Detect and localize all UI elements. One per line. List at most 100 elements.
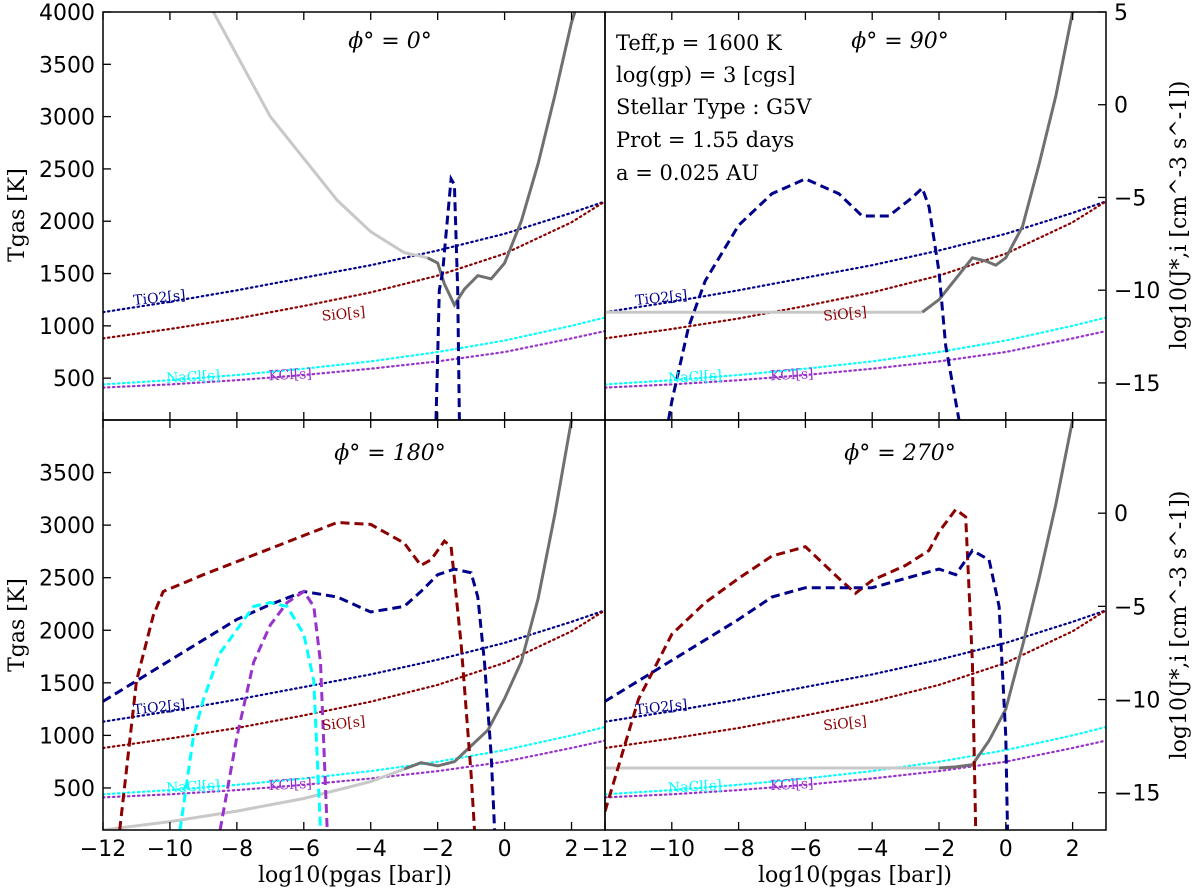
x-tick-label: −2 bbox=[923, 837, 955, 862]
condensation-label-kcl: KCl[s] bbox=[770, 366, 814, 384]
x-tick-label: −10 bbox=[147, 837, 193, 862]
x-tick-label: 2 bbox=[1066, 837, 1080, 862]
y-tick-label-left: 2000 bbox=[39, 619, 95, 644]
plot-area: TiO2[s]SiO[s]NaCl[s] KCl[s]50010001500200… bbox=[39, 1, 1160, 862]
panel-2-series bbox=[103, 420, 605, 830]
info-logg: log(gp) = 3 [cgs] bbox=[616, 63, 795, 87]
condensation-curve-sio bbox=[605, 200, 1106, 340]
tp-profile-dark bbox=[426, 12, 577, 308]
x-tick-label: −8 bbox=[221, 837, 253, 862]
x-tick-label: −12 bbox=[582, 837, 628, 862]
y-tick-label-right: 5 bbox=[1114, 1, 1128, 26]
info-stellar-type: Stellar Type : G5V bbox=[616, 95, 812, 119]
tp-profile-dark bbox=[403, 420, 573, 771]
condensation-curve-nacl bbox=[605, 725, 1106, 796]
panel-1-series bbox=[605, 12, 1106, 420]
y-tick-label-left: 3000 bbox=[39, 514, 95, 539]
y-tick-label-left: 1000 bbox=[39, 315, 95, 340]
y-tick-label-left: 2500 bbox=[39, 567, 95, 592]
y-tick-label-right: −10 bbox=[1114, 689, 1160, 714]
x-tick-label: −8 bbox=[722, 837, 754, 862]
condensation-curve-kcl bbox=[605, 739, 1106, 799]
info-a: a = 0.025 AU bbox=[616, 161, 759, 185]
x-tick-label: 2 bbox=[565, 837, 579, 862]
condensation-curve-tio2 bbox=[103, 200, 605, 314]
y-tick-label-left: 1500 bbox=[39, 672, 95, 697]
nucleation-rate-sio bbox=[118, 520, 476, 830]
condensation-label-sio: SiO[s] bbox=[321, 714, 366, 734]
info-teff: Teff,p = 1600 K bbox=[616, 31, 782, 55]
condensation-curve-tio2 bbox=[103, 609, 605, 723]
ylabel-right-bottom: log10(J*,i [cm^-3 s^-1]) bbox=[1167, 491, 1192, 760]
nucleation-rate-tio2 bbox=[605, 548, 1009, 830]
condensation-label-nacl: NaCl[s] bbox=[668, 778, 723, 797]
y-tick-label-left: 500 bbox=[53, 367, 95, 392]
condensation-label-sio: SiO[s] bbox=[321, 304, 366, 324]
y-tick-label-left: 1000 bbox=[39, 724, 95, 749]
condensation-curve-sio bbox=[103, 609, 605, 750]
condensation-curve-sio bbox=[103, 200, 605, 340]
tp-profile-dark bbox=[921, 12, 1075, 314]
panel-3: TiO2[s] SiO[s] NaCl[s] KCl[s] −12 −10 −8 −6 −4 −2… bbox=[582, 419, 1160, 862]
ylabel-right-top: log10(J*,i [cm^-3 s^-1]) bbox=[1167, 81, 1192, 350]
condensation-label-tio2: TiO2[s] bbox=[635, 697, 689, 718]
condensation-curve-tio2 bbox=[605, 609, 1106, 723]
y-tick-label-right: −5 bbox=[1114, 186, 1146, 211]
panel-0-series bbox=[103, 12, 605, 420]
y-tick-label-right: 0 bbox=[1114, 94, 1128, 119]
condensation-curve-nacl bbox=[605, 316, 1106, 386]
info-prot: Prot = 1.55 days bbox=[616, 128, 794, 152]
x-tick-label: −4 bbox=[355, 837, 387, 862]
nucleation-rate-nacl bbox=[178, 601, 322, 830]
nucleation-rate-sio bbox=[605, 507, 978, 830]
condensation-label-tio2: TiO2[s] bbox=[133, 697, 187, 718]
panel-3-series bbox=[605, 420, 1106, 830]
xlabel-left: log10(pgas [bar]) bbox=[258, 863, 452, 888]
nucleation-rate-tio2 bbox=[103, 567, 497, 830]
condensation-curve-tio2 bbox=[605, 200, 1106, 314]
condensation-curve-kcl bbox=[103, 739, 605, 799]
x-tick-label: −4 bbox=[856, 837, 888, 862]
condensation-curve-sio bbox=[605, 609, 1106, 750]
y-tick-label-left: 3500 bbox=[39, 53, 95, 78]
x-tick-label: −10 bbox=[649, 837, 695, 862]
xlabel-right: log10(pgas [bar]) bbox=[758, 863, 952, 888]
y-tick-label-right: −15 bbox=[1114, 372, 1160, 397]
panel-frame bbox=[604, 419, 1107, 831]
y-tick-label-left: 4000 bbox=[39, 1, 95, 26]
panel-0: TiO2[s] SiO[s] NaCl[s] KCl[s] 500 1000 1500 200… bbox=[39, 1, 606, 421]
y-tick-label-left: 3000 bbox=[39, 106, 95, 131]
condensation-label-nacl: NaCl[s] bbox=[166, 778, 221, 797]
condensation-label-kcl: KCl[s] bbox=[268, 776, 312, 794]
condensation-label-sio: SiO[s] bbox=[823, 304, 868, 324]
y-tick-label-right: −5 bbox=[1114, 595, 1146, 620]
condensation-curve-nacl bbox=[103, 725, 605, 796]
condensation-label-sio: SiO[s] bbox=[823, 714, 868, 734]
condensation-curve-nacl bbox=[103, 316, 605, 386]
panel-1: TiO2[s] SiO[s] NaCl[s] KCl[s] −15 −10 −5 0 5 bbox=[604, 1, 1160, 421]
y-tick-label-left: 3500 bbox=[39, 462, 95, 487]
y-tick-label-left: 500 bbox=[53, 777, 95, 802]
condensation-curve-kcl bbox=[605, 330, 1106, 389]
condensation-label-nacl: NaCl[s] bbox=[668, 368, 723, 387]
panel-title-0: ϕ° = 0° bbox=[348, 29, 431, 54]
condensation-curve-kcl bbox=[103, 330, 605, 389]
panel-title-180: ϕ° = 180° bbox=[334, 441, 445, 466]
y-tick-label-right: −10 bbox=[1114, 279, 1160, 304]
panel-title-90: ϕ° = 90° bbox=[851, 29, 948, 54]
y-tick-label-left: 2000 bbox=[39, 210, 95, 235]
y-tick-label-left: 1500 bbox=[39, 263, 95, 288]
condensation-label-kcl: KCl[s] bbox=[268, 366, 312, 384]
x-tick-label: −12 bbox=[80, 837, 126, 862]
condensation-label-kcl: KCl[s] bbox=[770, 776, 814, 794]
ylabel-left-bottom: Tgas [K] bbox=[5, 578, 30, 672]
x-tick-label: −6 bbox=[789, 837, 821, 862]
tp-profile-light bbox=[103, 767, 405, 830]
condensation-label-tio2: TiO2[s] bbox=[133, 288, 187, 309]
nucleation-rate-tio2 bbox=[434, 174, 461, 420]
panel-title-270: ϕ° = 270° bbox=[844, 441, 955, 466]
tp-profile-dark bbox=[938, 420, 1075, 770]
x-tick-label: 0 bbox=[999, 837, 1013, 862]
nucleation-rate-kcl bbox=[218, 589, 329, 830]
